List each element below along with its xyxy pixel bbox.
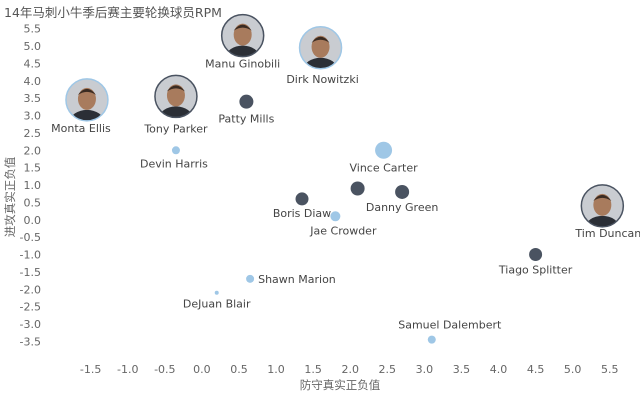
scatter-point <box>330 211 341 222</box>
y-tick-label: 3.0 <box>24 110 42 123</box>
scatter-point <box>375 141 393 159</box>
point-label: Samuel Dalembert <box>398 319 502 332</box>
x-tick-label: -1.0 <box>117 363 138 376</box>
point-label: Manu Ginobili <box>205 58 280 71</box>
y-axis-ticks: 5.5 5.0 4.5 4.0 3.5 3.0 2.5 2.0 1.5 1.0 0.5 0.0 -0.5… <box>20 23 41 349</box>
point-label: Tiago Splitter <box>498 264 573 277</box>
chart-title: 14年马刺小牛季后赛主要轮换球员RPM <box>4 5 222 20</box>
point-label: Danny Green <box>366 201 439 214</box>
y-tick-label: -2.5 <box>20 301 41 314</box>
x-tick-label: -0.5 <box>154 363 175 376</box>
x-tick-label: 1.5 <box>304 363 322 376</box>
x-tick-label: 0.5 <box>230 363 248 376</box>
point-label: Devin Harris <box>140 157 208 170</box>
y-tick-label: 0.5 <box>24 196 42 209</box>
y-tick-label: -1.0 <box>20 249 41 262</box>
y-tick-label: -3.0 <box>20 318 41 331</box>
y-tick-label: 4.0 <box>24 75 42 88</box>
x-tick-label: 0.0 <box>193 363 211 376</box>
point-label: Boris Diaw <box>273 207 331 220</box>
point-label: Tony Parker <box>143 122 208 135</box>
scatter-point <box>529 248 543 262</box>
x-tick-label: 4.5 <box>527 363 545 376</box>
player-photo <box>580 184 625 228</box>
player-photo <box>220 13 265 58</box>
point-label: Shawn Marion <box>258 273 336 286</box>
x-axis-title: 防守真实正负值 <box>300 378 381 392</box>
point-label: Dirk Nowitzki <box>286 73 358 86</box>
point-label: DeJuan Blair <box>183 298 251 311</box>
x-tick-label: 5.5 <box>601 363 619 376</box>
x-tick-label: -1.5 <box>80 363 101 376</box>
scatter-point <box>246 274 255 283</box>
x-tick-label: 3.5 <box>453 363 471 376</box>
scatter-point <box>239 94 254 109</box>
point-label: Tim Duncan <box>574 227 640 240</box>
scatter-point <box>171 146 180 155</box>
point-label: Monta Ellis <box>51 122 111 135</box>
x-tick-label: 3.0 <box>416 363 434 376</box>
y-tick-label: 1.5 <box>24 162 42 175</box>
x-tick-label: 4.0 <box>490 363 508 376</box>
y-tick-label: 3.5 <box>24 92 42 105</box>
point-label: Vince Carter <box>349 161 418 174</box>
scatter-points <box>65 13 625 344</box>
player-photo <box>65 78 109 122</box>
y-tick-label: 2.0 <box>24 144 42 157</box>
y-tick-label: 0.0 <box>24 214 42 227</box>
x-tick-label: 5.0 <box>564 363 582 376</box>
player-photo <box>154 74 198 119</box>
x-axis-ticks: -1.5 -1.0 -0.5 0.0 0.5 1.0 1.5 2.0 2.5 3.0 3.5 4.0 4… <box>80 363 619 376</box>
y-tick-label: 5.0 <box>24 40 42 53</box>
scatter-point <box>214 290 219 295</box>
y-tick-label: -2.0 <box>20 283 41 296</box>
point-labels: Manu Ginobili Dirk Nowitzki Monta Ellis Ton… <box>51 58 640 332</box>
point-label: Patty Mills <box>218 113 274 126</box>
y-tick-label: 2.5 <box>24 127 42 140</box>
y-tick-label: 4.5 <box>24 57 42 70</box>
y-tick-label: -3.5 <box>20 335 41 348</box>
x-tick-label: 2.5 <box>379 363 397 376</box>
scatter-point <box>427 335 436 344</box>
scatter-point <box>350 181 365 196</box>
scatter-point <box>295 192 309 206</box>
y-tick-label: -1.5 <box>20 266 41 279</box>
y-tick-label: -0.5 <box>20 231 41 244</box>
y-axis-title: 进攻真实正负值 <box>3 156 17 237</box>
scatter-point <box>395 184 410 199</box>
x-tick-label: 2.0 <box>341 363 359 376</box>
point-label: Jae Crowder <box>309 224 377 237</box>
player-photo <box>298 26 343 70</box>
x-tick-label: 1.0 <box>267 363 285 376</box>
y-tick-label: 5.5 <box>24 23 42 36</box>
y-tick-label: 1.0 <box>24 179 42 192</box>
